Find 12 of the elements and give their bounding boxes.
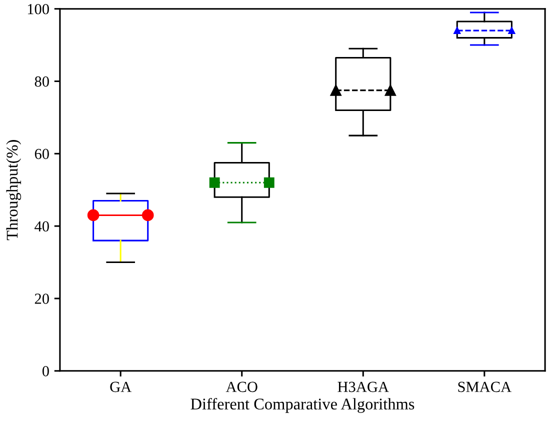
- y-tick-label: 20: [34, 294, 49, 304]
- y-tick-label: 40: [34, 221, 49, 232]
- y-axis-title: Throughput(%): [6, 140, 22, 240]
- x-tick-label: H3AGA: [338, 382, 389, 392]
- x-axis-title: Different Comparative Algorithms: [190, 398, 414, 413]
- y-tick-label: 100: [28, 4, 49, 14]
- y-tick-label: 0: [42, 366, 49, 376]
- x-tick-label: SMACA: [458, 382, 512, 392]
- y-tick-label: 60: [34, 148, 49, 160]
- x-tick-label: GA: [110, 382, 132, 392]
- y-tick-label: 80: [34, 76, 49, 87]
- x-tick-label: ACO: [226, 382, 258, 392]
